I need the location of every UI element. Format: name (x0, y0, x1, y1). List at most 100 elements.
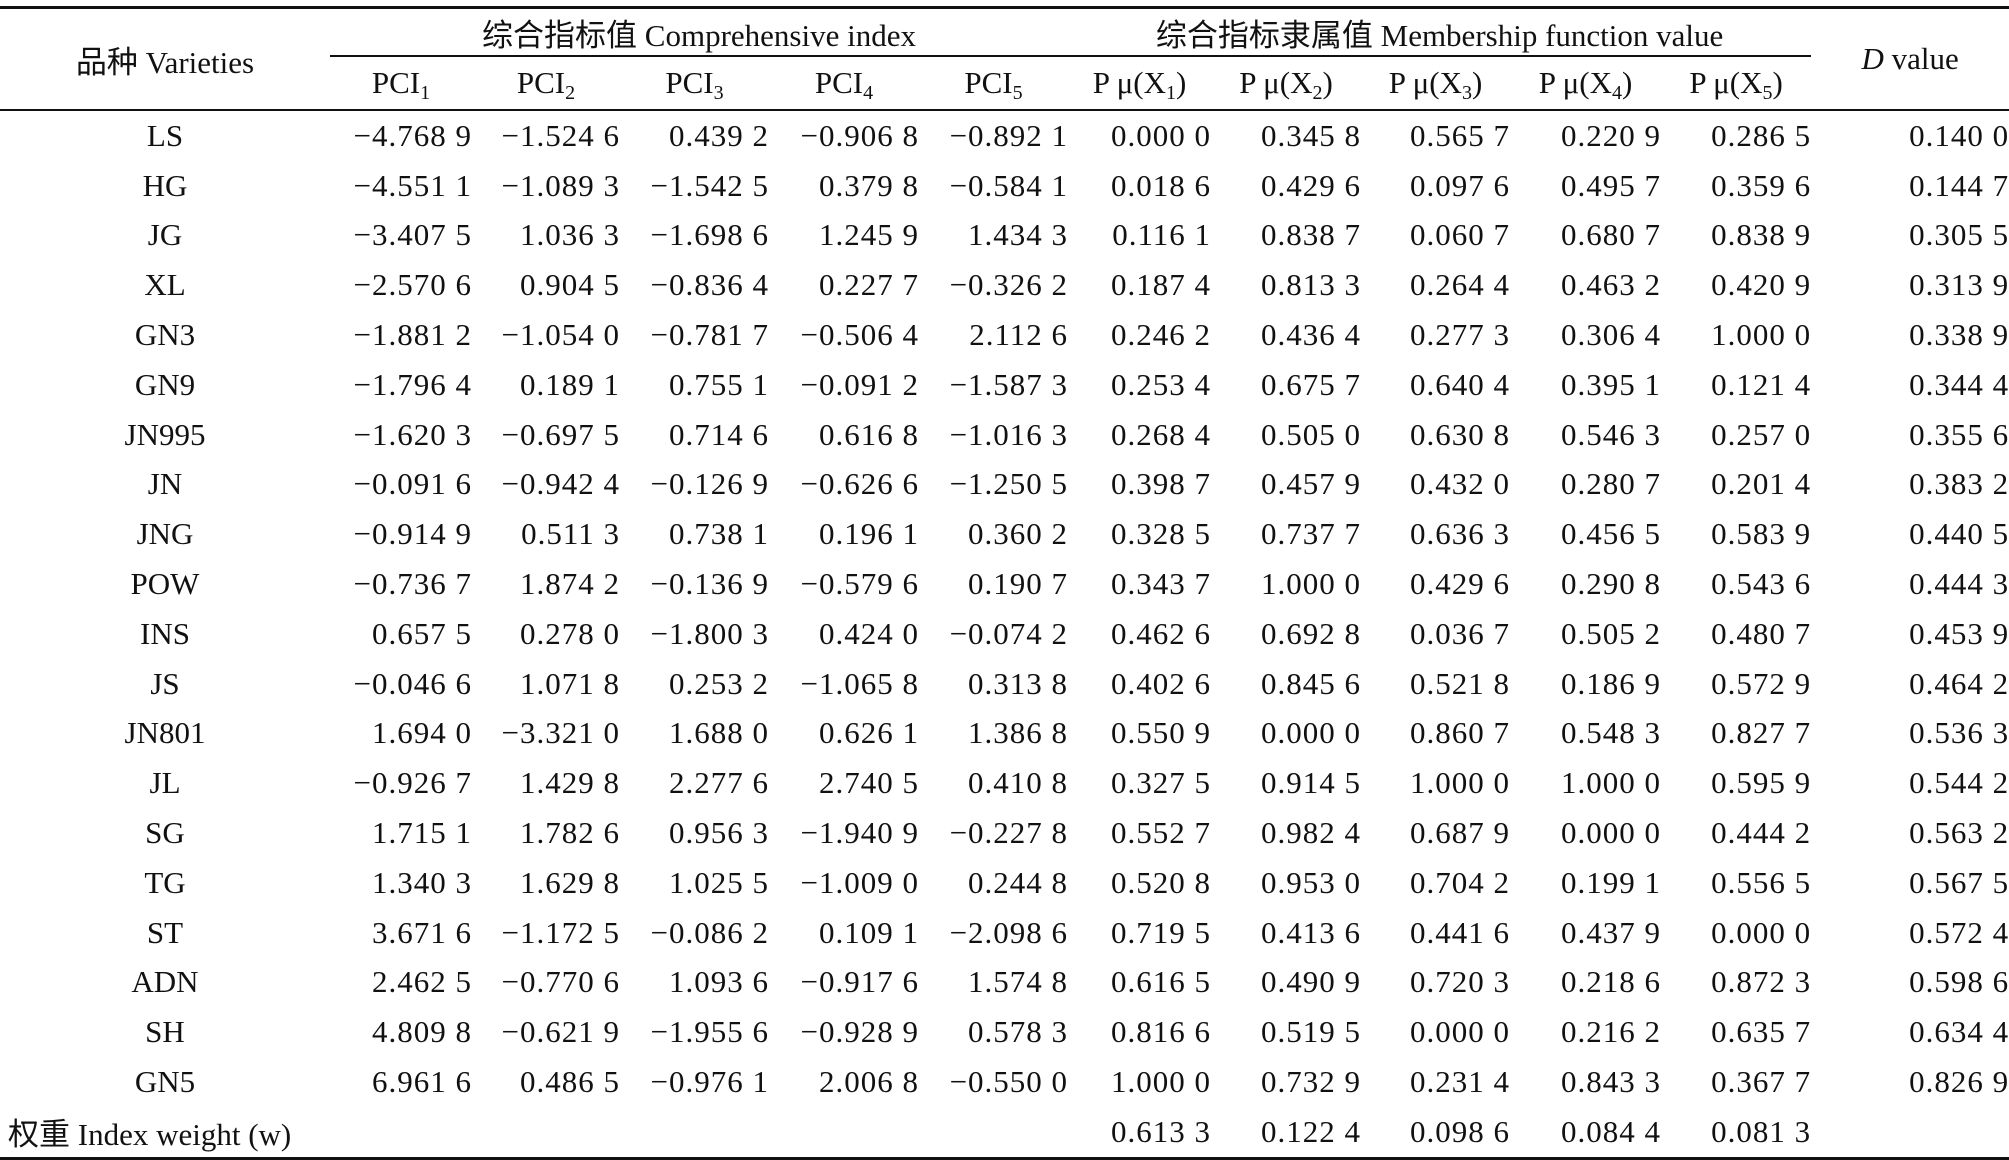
pci-value: −0.227 8 (949, 815, 1069, 851)
pci-value: −2.098 6 (949, 914, 1069, 950)
mu-value: 0.437 9 (1561, 914, 1662, 950)
pci-value: −0.928 9 (800, 1014, 919, 1050)
table-row: GN5 6.961 6 0.486 5 −0.976 1 2.006 8 −0.550 0… (0, 1057, 2009, 1107)
pci-value: −1.054 0 (501, 317, 620, 353)
mu-value: 0.565 7 (1410, 117, 1511, 153)
membership-header: 综合指标隶属值 Membership function value (1068, 6, 1812, 57)
mu-value: 0.687 9 (1410, 815, 1511, 851)
pci-value: −0.584 1 (949, 167, 1069, 203)
variety-name: ST (146, 914, 184, 950)
mu-value: 0.505 2 (1561, 615, 1662, 651)
pci-value: 4.809 8 (372, 1014, 472, 1050)
pci-value: 1.071 8 (520, 665, 620, 701)
mu-value: 1.000 0 (1561, 765, 1662, 801)
mu-value: 0.520 8 (1111, 864, 1212, 900)
pci-value: 0.424 0 (819, 615, 919, 651)
membership-table: 品种 Varieties 综合指标值 Comprehensive index 综… (0, 6, 2009, 1160)
mu-value: 0.277 3 (1410, 317, 1511, 353)
pci-value: −1.587 3 (949, 366, 1069, 402)
variety-name: ADN (131, 964, 199, 1000)
mu-value: 0.402 6 (1111, 665, 1212, 701)
pci-value: 2.740 5 (819, 765, 919, 801)
pci-value: 0.578 3 (968, 1014, 1069, 1050)
pci-value: −1.065 8 (800, 665, 919, 701)
pci-prefix: PCI (665, 65, 714, 100)
mu-value: 0.675 7 (1261, 366, 1362, 402)
empty-cell (620, 1106, 769, 1160)
pci-value: 0.410 8 (968, 765, 1069, 801)
mu-value: 0.000 0 (1111, 117, 1212, 153)
d-value: 0.634 4 (1909, 1014, 2009, 1050)
variety-name: JS (150, 665, 180, 701)
d-value-italic: D (1861, 41, 1884, 76)
pci-value: −4.551 1 (353, 167, 472, 203)
variety-name: JN995 (124, 416, 206, 452)
pci-value: 0.190 7 (968, 566, 1069, 602)
d-value: 0.344 4 (1909, 366, 2009, 402)
header-sub-row: PCI1 PCI2 PCI3 PCI4 PCI5 P μ(X1) P μ(X2) P μ(X3… (0, 56, 2009, 111)
pci-value: −0.697 5 (501, 416, 620, 452)
pci-value: 1.694 0 (372, 715, 472, 751)
pci-value: −3.321 0 (501, 715, 620, 751)
pci-value: −0.781 7 (650, 317, 769, 353)
pci-value: −1.796 4 (353, 366, 472, 402)
mu-suffix: ) (1175, 65, 1187, 100)
variety-name: JNG (136, 516, 194, 552)
pci-value: −0.892 1 (949, 117, 1069, 153)
table-row: ADN 2.462 5 −0.770 6 1.093 6 −0.917 6 1.574 8… (0, 958, 2009, 1008)
mu-value: 0.429 6 (1261, 167, 1362, 203)
pci-value: −1.524 6 (501, 117, 620, 153)
mu-header-1: P μ(X1) (1068, 56, 1212, 111)
d-value: 0.313 9 (1909, 267, 2009, 303)
table-row: POW −0.736 7 1.874 2 −0.136 9 −0.579 6 0.190 … (0, 559, 2009, 609)
mu-value: 0.398 7 (1111, 466, 1212, 502)
pci-value: −1.542 5 (650, 167, 769, 203)
mu-value: 0.328 5 (1111, 516, 1212, 552)
d-value: 0.383 2 (1909, 466, 2009, 502)
mu-value: 0.546 3 (1561, 416, 1662, 452)
d-value: 0.572 4 (1909, 914, 2009, 950)
pci-value: 0.360 2 (968, 516, 1069, 552)
mu-value: 0.218 6 (1561, 964, 1662, 1000)
mu-value: 0.838 9 (1711, 217, 1812, 253)
pci-value: 2.277 6 (669, 765, 769, 801)
table-row: HG −4.551 1 −1.089 3 −1.542 5 0.379 8 −0.584 … (0, 161, 2009, 211)
pci-value: 0.511 3 (521, 516, 620, 552)
pci-value: 0.714 6 (669, 416, 769, 452)
mu-value: 0.436 4 (1261, 317, 1362, 353)
d-value: 0.440 5 (1909, 516, 2009, 552)
table-row: JN995 −1.620 3 −0.697 5 0.714 6 0.616 8 −1.01… (0, 410, 2009, 460)
mu-index: 2 (1312, 82, 1323, 104)
mu-value: 0.816 6 (1111, 1014, 1212, 1050)
pci-value: −4.768 9 (353, 117, 472, 153)
pci-value: 0.626 1 (819, 715, 919, 751)
d-value: 0.444 3 (1909, 566, 2009, 602)
pci-index: 5 (1012, 82, 1023, 104)
pci-value: 1.340 3 (372, 864, 472, 900)
pci-value: −0.770 6 (501, 964, 620, 1000)
mu-suffix: ) (1471, 65, 1483, 100)
table-row: GN9 −1.796 4 0.189 1 0.755 1 −0.091 2 −1.587 … (0, 360, 2009, 410)
mu-index: 5 (1762, 82, 1773, 104)
mu-value: 0.231 4 (1410, 1064, 1511, 1100)
mu-value: 0.595 9 (1711, 765, 1812, 801)
mu-prefix: P μ(X (1689, 65, 1763, 100)
mu-prefix: P μ(X (1239, 65, 1313, 100)
mu-header-2: P μ(X2) (1211, 56, 1362, 111)
d-value: 0.464 2 (1909, 665, 2009, 701)
mu-value: 0.635 7 (1711, 1014, 1812, 1050)
variety-name: POW (130, 566, 200, 602)
mu-value: 0.280 7 (1561, 466, 1662, 502)
mu-value: 0.838 7 (1261, 217, 1362, 253)
pci-value: −0.621 9 (501, 1014, 620, 1050)
variety-name: LS (146, 117, 184, 153)
mu-value: 0.640 4 (1410, 366, 1511, 402)
mu-value: 0.367 7 (1711, 1064, 1812, 1100)
table-row: LS −4.768 9 −1.524 6 0.439 2 −0.906 8 −0.892 … (0, 110, 2009, 161)
d-value: 0.140 0 (1909, 117, 2009, 153)
mu-value: 0.616 5 (1111, 964, 1212, 1000)
pci-value: 0.755 1 (669, 366, 769, 402)
mu-value: 0.000 0 (1711, 914, 1812, 950)
mu-suffix: ) (1621, 65, 1633, 100)
